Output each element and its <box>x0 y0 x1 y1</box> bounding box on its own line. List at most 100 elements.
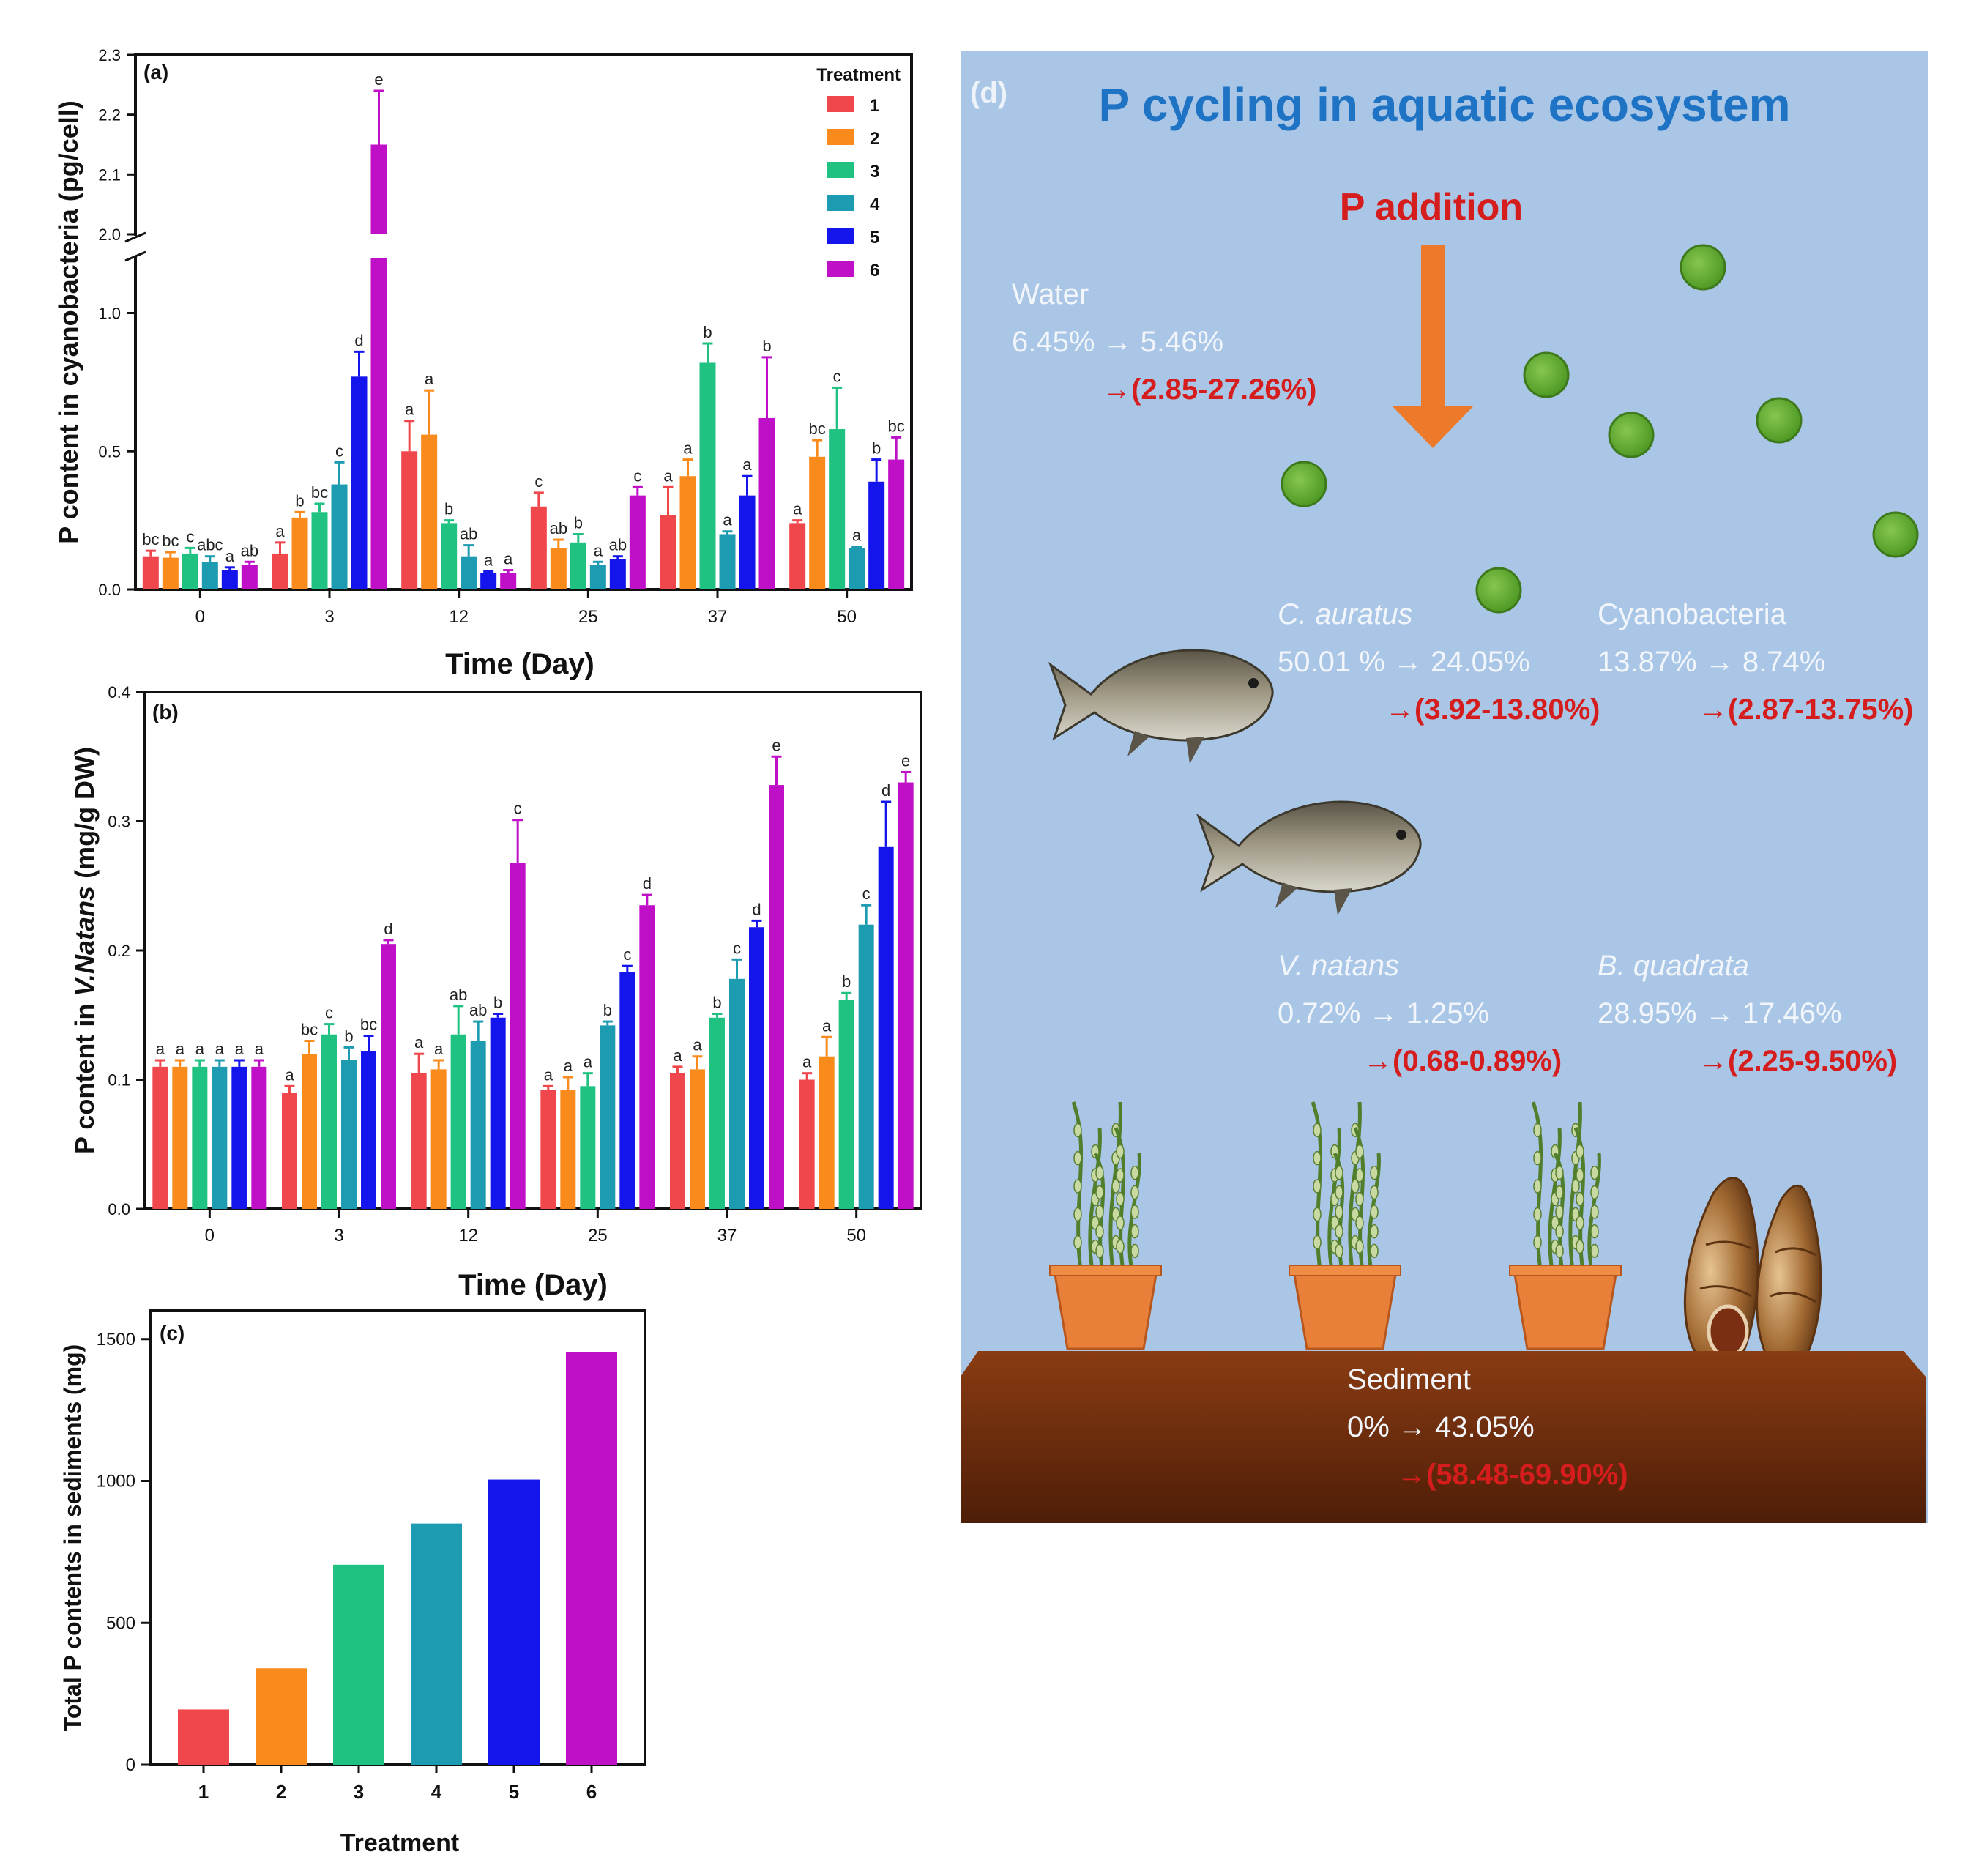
plant-node <box>1555 1165 1564 1180</box>
bar <box>749 927 764 1209</box>
significance-letter: c <box>623 945 631 964</box>
x-tick-label: 0 <box>205 1226 215 1246</box>
panel-c-frame <box>149 1309 646 1766</box>
c-auratus-label: C. auratus <box>1278 598 1413 630</box>
x-tick-label: 25 <box>588 1226 608 1246</box>
bar <box>829 429 846 589</box>
significance-letter: c <box>514 800 522 818</box>
y-tick-label: 0.0 <box>108 1200 130 1218</box>
plant-pot <box>1513 1269 1618 1350</box>
legend-label: 5 <box>870 228 879 247</box>
bar <box>690 1069 705 1209</box>
panel-b-xlabel: Time (Day) <box>458 1269 608 1301</box>
x-tick-label: 12 <box>449 607 469 627</box>
significance-letter: b <box>703 323 712 341</box>
bar <box>490 1017 506 1209</box>
plant-node <box>1355 1239 1364 1254</box>
v-natans-plant-icon <box>1049 1101 1162 1350</box>
bar <box>470 1041 486 1209</box>
legend-swatch <box>827 96 854 112</box>
significance-letter: d <box>643 874 652 893</box>
significance-letter: a <box>275 522 285 540</box>
x-tick-label: 50 <box>837 607 857 627</box>
bar <box>272 553 288 589</box>
bar <box>838 1000 854 1209</box>
x-tick-label: 6 <box>586 1781 597 1803</box>
y-tick-label: 1000 <box>97 1472 135 1492</box>
legend-title: Treatment <box>816 65 901 85</box>
significance-letter: ab <box>469 1001 487 1019</box>
bar <box>799 1079 815 1209</box>
significance-letter: c <box>335 442 343 460</box>
significance-letter: bc <box>809 420 826 438</box>
water-label: Water <box>1012 278 1089 310</box>
y-tick-label: 2.3 <box>98 46 121 64</box>
plant-node <box>1313 1207 1322 1222</box>
sediment-range: →(58.48-69.90%) <box>1397 1459 1628 1491</box>
x-tick-label: 0 <box>195 607 205 627</box>
significance-letter: a <box>255 1040 264 1058</box>
x-tick-label: 50 <box>846 1226 866 1246</box>
significance-letter: b <box>493 993 502 1011</box>
plant-node <box>1370 1224 1379 1239</box>
plant-node <box>1370 1185 1379 1200</box>
significance-letter: ab <box>460 525 477 543</box>
plant-node <box>1116 1216 1125 1230</box>
significance-letter: a <box>225 547 235 565</box>
plant-node <box>1116 1239 1125 1254</box>
v-natans-plant-icon <box>1289 1101 1401 1350</box>
panel-a-legend: Treatment 1 2 3 4 5 6 <box>816 65 901 280</box>
bar <box>868 481 885 589</box>
bar <box>566 1352 617 1765</box>
bar <box>370 258 387 589</box>
bar <box>401 451 418 589</box>
bar <box>212 1066 228 1209</box>
bar <box>639 905 655 1209</box>
cyanobacteria-cell-icon <box>1756 397 1803 444</box>
v-natans-plants <box>1049 1101 1622 1350</box>
bar <box>480 573 497 589</box>
panel-b-ylabel-suffix: (mg/g DW) <box>70 747 100 886</box>
legend-swatch <box>827 228 854 244</box>
bar <box>540 1090 556 1209</box>
panel-d-diagram: (d) P cycling in aquatic ecosystem P add… <box>961 51 1928 1523</box>
plant-node <box>1355 1168 1364 1183</box>
bar <box>411 1523 462 1765</box>
bar <box>411 1073 427 1209</box>
plant-node <box>1533 1150 1542 1166</box>
plant-node <box>1073 1207 1082 1222</box>
significance-letter: a <box>414 1033 424 1051</box>
significance-letter: b <box>444 500 453 518</box>
cyanobacteria-cell-icon <box>1281 461 1327 507</box>
significance-letter: ab <box>550 519 567 537</box>
plant-node <box>1130 1205 1139 1219</box>
bar <box>172 1066 188 1209</box>
plant-node <box>1335 1185 1343 1200</box>
plant-node <box>1116 1191 1125 1207</box>
bar <box>182 553 198 589</box>
significance-letter: b <box>603 1001 612 1019</box>
cyanobacteria-change: 13.87% → 8.74% <box>1598 646 1825 678</box>
bar <box>758 417 775 589</box>
significance-letter: a <box>215 1040 225 1058</box>
c-auratus-range: →(3.92-13.80%) <box>1385 693 1600 726</box>
cyanobacteria-cells <box>1281 244 1919 614</box>
plant-node <box>1355 1216 1364 1230</box>
panel-b-ylabel-species: V.Natans <box>70 886 100 997</box>
bar <box>660 515 676 589</box>
sediment-block <box>961 1351 1926 1523</box>
significance-letter: ab <box>241 541 258 559</box>
significance-letter: a <box>673 1046 682 1065</box>
significance-letter: d <box>384 920 392 938</box>
significance-letter: a <box>235 1040 245 1058</box>
bar <box>609 559 626 589</box>
plant-node <box>1130 1243 1139 1259</box>
p-addition-arrow-icon <box>1393 245 1473 448</box>
plant-node <box>1355 1144 1364 1159</box>
plant-node <box>1555 1185 1564 1200</box>
significance-letter: a <box>484 551 493 569</box>
sediment-label: Sediment <box>1347 1363 1471 1396</box>
significance-letter: bc <box>142 530 159 548</box>
cyanobacteria-cell-icon <box>1872 511 1919 558</box>
bar <box>580 1086 596 1209</box>
